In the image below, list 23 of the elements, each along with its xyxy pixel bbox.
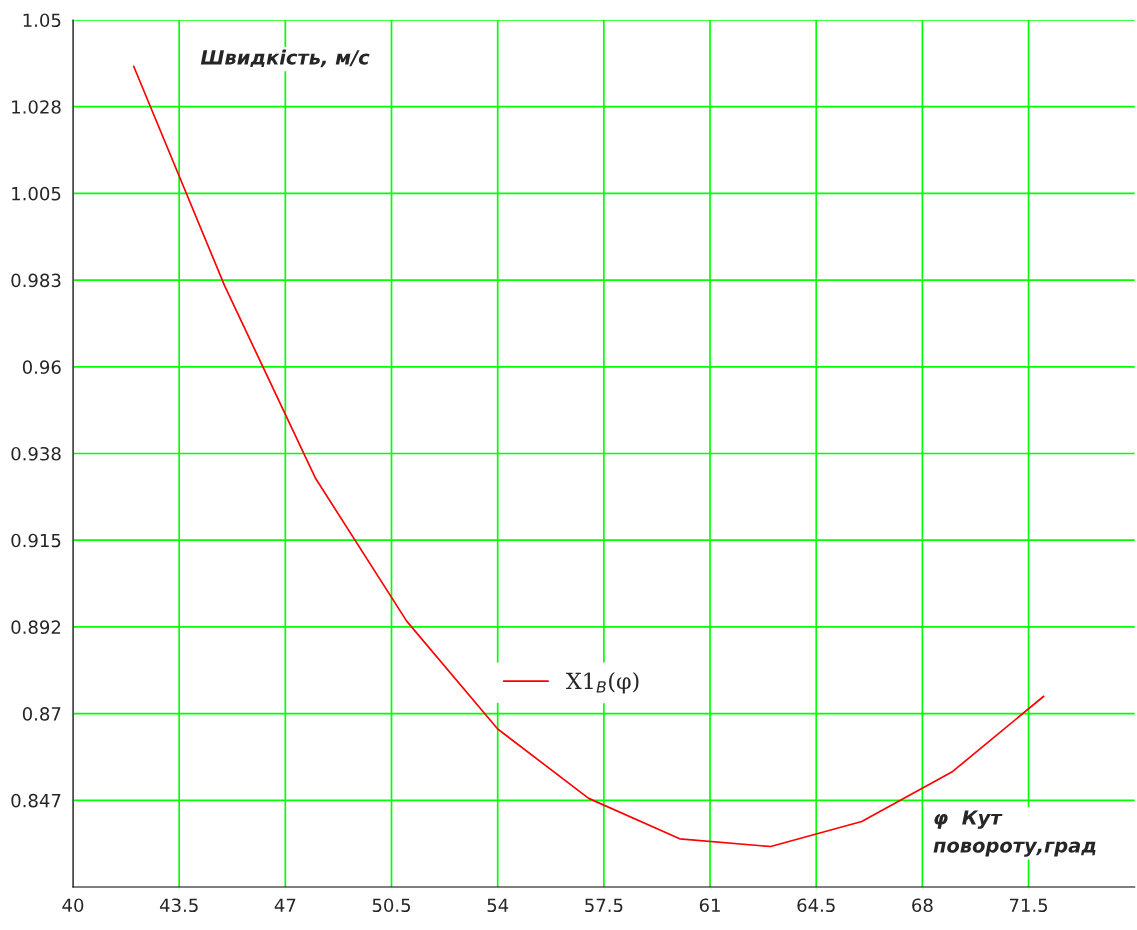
x-tick-label: 68 <box>912 898 933 913</box>
x-tick-label: 64.5 <box>797 898 835 913</box>
y-tick-label: 0.847 <box>11 793 61 808</box>
x-axis-title: φ Кут повороту,град <box>933 810 1096 857</box>
y-tick-label: 0.938 <box>11 446 61 461</box>
y-tick-label: 0.87 <box>22 707 61 721</box>
y-axis-title: Швидкість, м/с <box>200 49 370 68</box>
x-tick-label: 61 <box>699 898 720 913</box>
legend-label: X1$_{B}$(φ) <box>566 672 639 694</box>
y-tick-label: 0.892 <box>11 620 61 635</box>
y-tick-label: 1.005 <box>12 186 61 201</box>
y-tick-label: 0.96 <box>22 360 61 374</box>
x-tick-label: 47 <box>274 898 296 912</box>
y-tick-label: 1.05 <box>23 13 61 28</box>
x-tick-label: 50.5 <box>372 898 411 913</box>
x-tick-label: 43.5 <box>159 898 198 913</box>
x-tick-label: 71.5 <box>1009 898 1048 913</box>
x-tick-label: 54 <box>487 898 509 913</box>
y-tick-label: 0.983 <box>11 273 61 288</box>
x-tick-label: 40 <box>62 898 84 913</box>
x-tick-label: 57.5 <box>585 898 623 913</box>
y-tick-label: 0.915 <box>11 533 61 548</box>
y-tick-label: 1.028 <box>12 100 61 114</box>
